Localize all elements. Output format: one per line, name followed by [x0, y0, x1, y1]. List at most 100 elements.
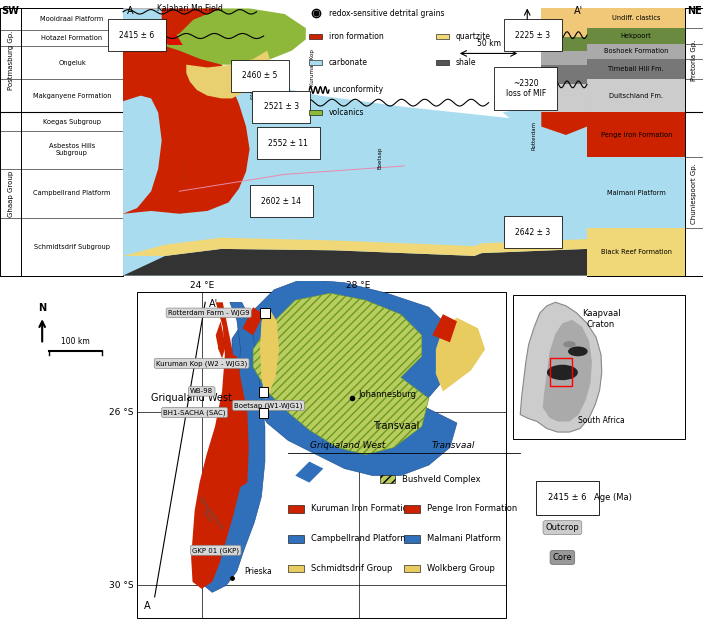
- Text: GKP 01 (GKP): GKP 01 (GKP): [192, 547, 239, 554]
- Text: Prieska: Prieska: [244, 567, 271, 576]
- Circle shape: [547, 365, 578, 380]
- Text: iron formation: iron formation: [329, 32, 384, 41]
- Text: Campbellrand
Farm: Campbellrand Farm: [193, 496, 224, 534]
- Bar: [587, 59, 685, 79]
- Polygon shape: [218, 334, 226, 358]
- Bar: [288, 564, 304, 573]
- Bar: [541, 51, 587, 64]
- Text: 2225 ± 3: 2225 ± 3: [515, 31, 550, 40]
- Text: Ongeluk: Ongeluk: [58, 59, 86, 66]
- Text: Johannesburg: Johannesburg: [359, 391, 417, 399]
- Text: WB-98: WB-98: [264, 82, 270, 99]
- Polygon shape: [162, 33, 183, 45]
- Text: 30 °S: 30 °S: [109, 581, 134, 590]
- Text: 2552 ± 11: 2552 ± 11: [269, 139, 308, 148]
- Bar: [541, 84, 587, 112]
- Text: Kalahari Mn Field: Kalahari Mn Field: [157, 4, 223, 13]
- Bar: [404, 564, 420, 573]
- Text: Transvaal: Transvaal: [432, 441, 475, 449]
- Bar: [380, 475, 395, 483]
- Polygon shape: [123, 95, 162, 214]
- Bar: [436, 34, 449, 39]
- Bar: [587, 8, 685, 28]
- Text: SW: SW: [1, 6, 19, 16]
- Text: Bushveld Complex: Bushveld Complex: [402, 475, 481, 483]
- Text: Penge Iron Formation: Penge Iron Formation: [427, 504, 517, 513]
- Text: A': A': [209, 299, 218, 309]
- Text: Malmani Platform: Malmani Platform: [607, 190, 666, 196]
- Text: Timeball Hill Fm.: Timeball Hill Fm.: [608, 66, 664, 72]
- Text: Hekpoort: Hekpoort: [621, 33, 652, 39]
- Bar: [541, 64, 587, 84]
- Text: Campbellrand Platform: Campbellrand Platform: [33, 190, 111, 197]
- Polygon shape: [191, 302, 249, 589]
- Bar: [309, 59, 322, 64]
- Text: Duitschland Fm.: Duitschland Fm.: [610, 93, 663, 99]
- Text: Mooidraai Platform: Mooidraai Platform: [41, 16, 103, 22]
- Polygon shape: [243, 307, 264, 336]
- Polygon shape: [202, 302, 265, 592]
- Text: 26 °S: 26 °S: [109, 408, 134, 417]
- Bar: [587, 79, 685, 112]
- Text: Schmidtsdrif Subgroup: Schmidtsdrif Subgroup: [34, 244, 110, 250]
- Polygon shape: [541, 8, 587, 135]
- Polygon shape: [186, 51, 271, 99]
- Text: 2415 ± 6: 2415 ± 6: [120, 31, 155, 40]
- Polygon shape: [432, 314, 457, 343]
- Text: South Africa: South Africa: [578, 416, 624, 425]
- Text: Asbestos Hills
Subgroup: Asbestos Hills Subgroup: [49, 143, 95, 156]
- Bar: [137, 292, 506, 618]
- Polygon shape: [123, 238, 587, 256]
- Text: 2642 ± 3: 2642 ± 3: [515, 228, 550, 236]
- Text: 2415 ± 6: 2415 ± 6: [548, 494, 587, 502]
- Bar: [513, 295, 685, 439]
- Polygon shape: [260, 307, 279, 398]
- Bar: [259, 408, 269, 418]
- Text: Kuruman Iron Formation: Kuruman Iron Formation: [311, 504, 413, 513]
- Polygon shape: [123, 8, 250, 214]
- Text: 50 km: 50 km: [477, 39, 501, 48]
- Text: A': A': [574, 6, 583, 16]
- Polygon shape: [436, 318, 485, 391]
- Text: A: A: [144, 601, 150, 611]
- Polygon shape: [216, 321, 224, 349]
- Polygon shape: [144, 8, 221, 41]
- Text: NE: NE: [687, 6, 702, 16]
- Text: Kuruman Kop (W2 - WJG3): Kuruman Kop (W2 - WJG3): [156, 360, 247, 367]
- Text: Koegas Subgroup: Koegas Subgroup: [43, 119, 101, 125]
- Polygon shape: [162, 8, 306, 64]
- Text: 2602 ± 14: 2602 ± 14: [262, 197, 301, 205]
- Text: Black Reef Formation: Black Reef Formation: [601, 249, 671, 255]
- Text: Core: Core: [553, 553, 572, 562]
- Text: WB-98: WB-98: [190, 389, 213, 394]
- Bar: [259, 387, 269, 397]
- Text: Wolkberg Group: Wolkberg Group: [427, 564, 495, 573]
- Polygon shape: [232, 279, 457, 476]
- Bar: [587, 8, 703, 276]
- Polygon shape: [123, 76, 587, 276]
- Text: Kaapvaal
Craton: Kaapvaal Craton: [582, 309, 620, 329]
- Text: Campbellrand Platform: Campbellrand Platform: [311, 534, 408, 543]
- Bar: [309, 34, 322, 39]
- Circle shape: [563, 341, 576, 348]
- Bar: [587, 157, 685, 228]
- Text: ~2320
loss of MIF: ~2320 loss of MIF: [505, 79, 546, 99]
- Text: 500 m: 500 m: [536, 25, 560, 34]
- Text: Malmani Platform: Malmani Platform: [427, 534, 501, 543]
- Text: Griqualand West: Griqualand West: [310, 441, 386, 449]
- Bar: [541, 37, 587, 51]
- Bar: [288, 505, 304, 513]
- Text: Ghaap Group: Ghaap Group: [8, 171, 13, 217]
- Text: Chuniespoort Gp.: Chuniespoort Gp.: [691, 164, 697, 224]
- Text: Pretoria Gp.: Pretoria Gp.: [691, 40, 697, 81]
- Text: Undiff. clastics: Undiff. clastics: [612, 15, 660, 21]
- Text: Boshoek Formation: Boshoek Formation: [604, 48, 669, 54]
- Text: Makganyene Formation: Makganyene Formation: [33, 93, 111, 99]
- Text: BH1-SACHA (SAC): BH1-SACHA (SAC): [163, 409, 226, 416]
- Bar: [436, 59, 449, 64]
- Text: Postmasburg Gp.: Postmasburg Gp.: [8, 31, 13, 90]
- Text: N: N: [38, 303, 46, 313]
- Text: Outcrop: Outcrop: [546, 523, 579, 532]
- Text: volcanics: volcanics: [329, 108, 364, 118]
- Polygon shape: [123, 8, 221, 42]
